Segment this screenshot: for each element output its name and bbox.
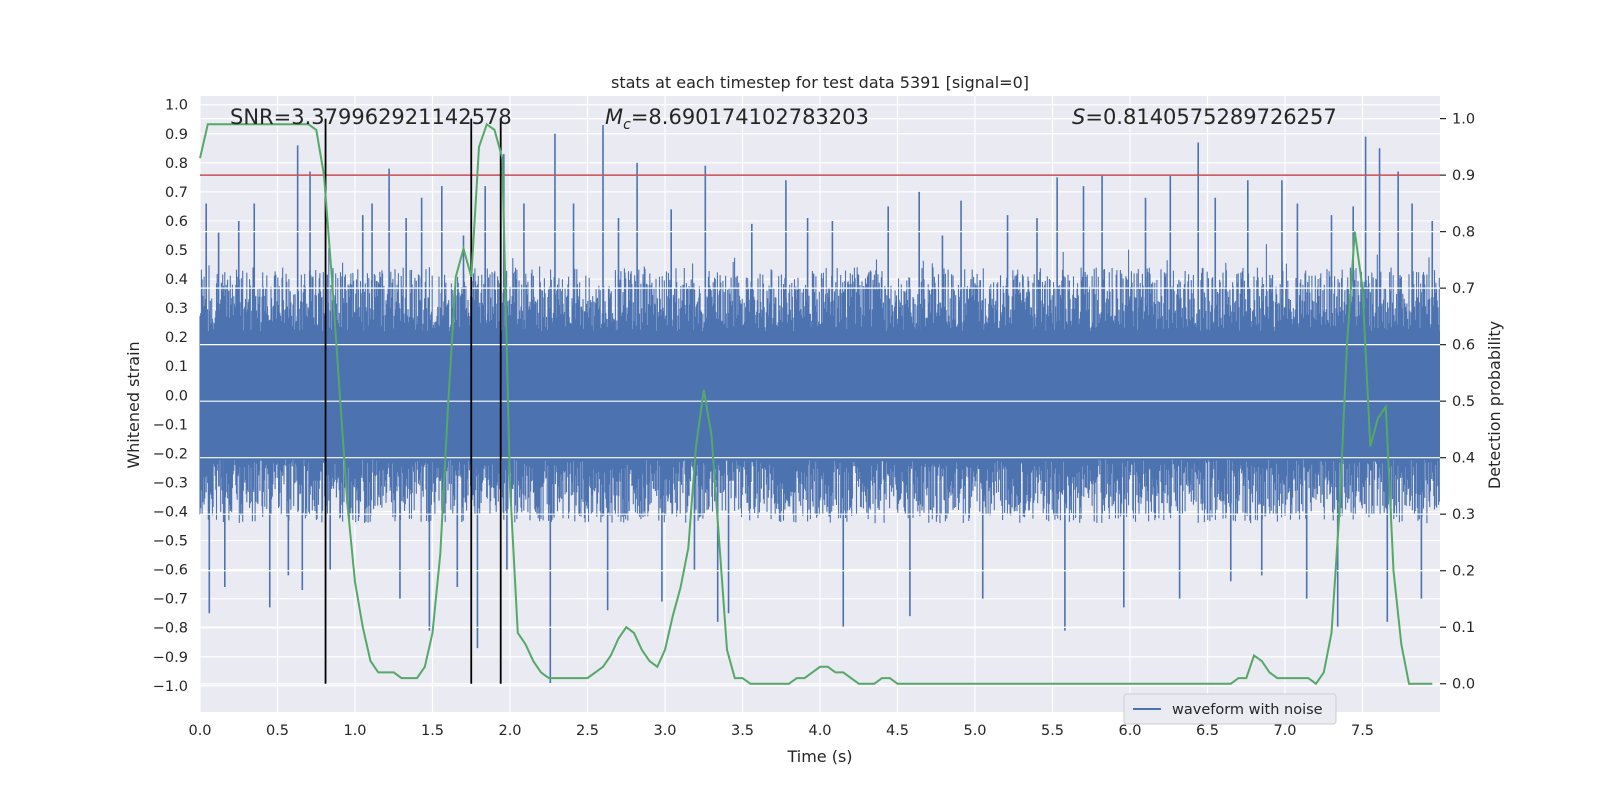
chirp-mass-subscript: c xyxy=(623,117,631,133)
left-y-tick-label: −0.6 xyxy=(153,563,188,579)
x-axis-label: Time (s) xyxy=(786,747,852,766)
x-tick-label: 2.5 xyxy=(576,723,599,739)
right-y-tick-labels: 0.0 0.1 0.2 0.3 0.4 0.5 0.6 0.7 0.8 0.9 1.0 xyxy=(1440,112,1475,693)
probability-series-line xyxy=(199,122,1433,686)
left-y-tick-label: 0.7 xyxy=(165,185,188,201)
waveform-series xyxy=(199,125,1440,683)
x-tick-label: 6.5 xyxy=(1196,723,1219,739)
chirp-mass-value: =8.690174102783203 xyxy=(631,105,869,129)
s-symbol: S xyxy=(1072,105,1085,129)
right-y-tick-label: 0.5 xyxy=(1452,394,1475,410)
left-y-tick-label: 0.1 xyxy=(165,359,188,375)
left-y-tick-label: 0.3 xyxy=(165,301,188,317)
x-tick-label: 0.0 xyxy=(188,723,211,739)
snr-annotation: SNR=3.379962921142578 xyxy=(230,105,512,129)
x-tick-label: 5.5 xyxy=(1041,723,1064,739)
x-tick-label: 2.0 xyxy=(498,723,521,739)
right-y-tick-label: 0.1 xyxy=(1452,620,1475,636)
left-y-tick-label: 0.6 xyxy=(165,214,188,230)
right-y-tick-label: 0.7 xyxy=(1452,281,1475,297)
left-y-tick-label: 1.0 xyxy=(165,98,188,114)
left-y-tick-label: −0.7 xyxy=(153,592,188,608)
left-y-tick-label: 0.0 xyxy=(165,388,188,404)
left-y-axis-label: Whitened strain xyxy=(124,341,143,468)
x-tick-label: 7.0 xyxy=(1273,723,1296,739)
right-y-tick-label: 0.9 xyxy=(1452,168,1475,184)
right-y-tick-label: 0.2 xyxy=(1452,564,1475,580)
x-tick-label: 4.0 xyxy=(808,723,831,739)
left-y-tick-label: −0.4 xyxy=(153,505,188,521)
right-y-tick-label: 1.0 xyxy=(1452,112,1475,128)
x-tick-label: 7.5 xyxy=(1351,723,1374,739)
chart-title: stats at each timestep for test data 539… xyxy=(611,73,1029,92)
chirp-mass-annotation: Mc=8.690174102783203 xyxy=(605,105,869,133)
chirp-mass-symbol: M xyxy=(605,105,623,129)
left-y-tick-label: 0.8 xyxy=(165,156,188,172)
s-annotation: S=0.8140575289726257 xyxy=(1072,105,1337,129)
x-tick-label: 1.0 xyxy=(343,723,366,739)
right-y-tick-label: 0.3 xyxy=(1452,507,1475,523)
x-tick-label: 3.5 xyxy=(731,723,754,739)
left-y-tick-label: −0.2 xyxy=(153,446,188,462)
vertical-marker-lines xyxy=(324,118,502,684)
legend-label: waveform with noise xyxy=(1172,702,1323,718)
left-y-tick-label: 0.5 xyxy=(165,243,188,259)
right-y-tick-label: 0.6 xyxy=(1452,338,1475,354)
x-tick-label: 5.0 xyxy=(963,723,986,739)
left-y-tick-label: 0.2 xyxy=(165,330,188,346)
left-y-tick-label: −0.9 xyxy=(153,650,188,666)
x-tick-label: 0.5 xyxy=(266,723,289,739)
left-y-tick-label: 0.9 xyxy=(165,127,188,143)
left-y-tick-label: −0.1 xyxy=(153,417,188,433)
right-y-tick-label: 0.4 xyxy=(1452,451,1475,467)
x-tick-label: 3.0 xyxy=(653,723,676,739)
right-y-axis-label: Detection probability xyxy=(1485,321,1504,489)
x-tick-label: 4.5 xyxy=(886,723,909,739)
left-y-tick-label: 0.4 xyxy=(165,272,188,288)
left-y-tick-label: −0.3 xyxy=(153,475,188,491)
right-y-tick-label: 0.8 xyxy=(1452,225,1475,241)
left-y-tick-label: −0.8 xyxy=(153,621,188,637)
right-y-tick-label: 0.0 xyxy=(1452,677,1475,693)
left-y-tick-label: −1.0 xyxy=(153,679,188,695)
x-tick-label: 1.5 xyxy=(421,723,444,739)
x-tick-label: 6.0 xyxy=(1118,723,1141,739)
s-value: =0.8140575289726257 xyxy=(1085,105,1336,129)
left-y-tick-labels: −1.0 −0.9 −0.8 −0.7 −0.6 −0.5 −0.4 −0.3 −0.2 −0.1… xyxy=(153,98,188,695)
left-y-tick-label: −0.5 xyxy=(153,534,188,550)
x-tick-labels: 0.0 0.5 1.0 1.5 2.0 2.5 3.0 3.5 4.0 4.5 5.0 5.5 6.0 6… xyxy=(188,723,1374,739)
legend-box xyxy=(1123,693,1337,725)
legend: waveform with noise xyxy=(1123,693,1337,725)
